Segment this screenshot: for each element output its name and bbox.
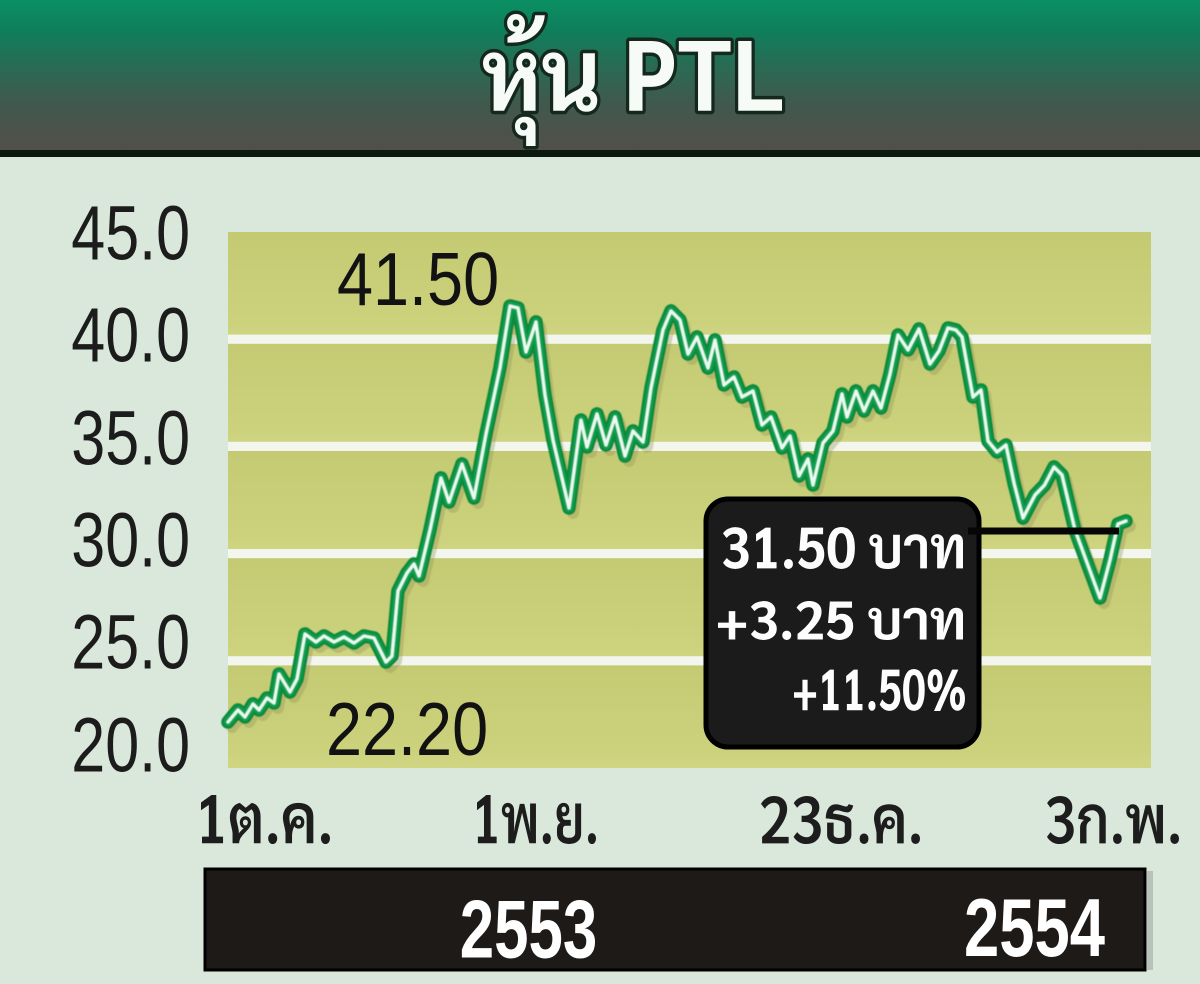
svg-text:20.0: 20.0: [71, 702, 190, 788]
svg-text:2554: 2554: [964, 881, 1105, 974]
svg-text:35.0: 35.0: [71, 395, 190, 481]
svg-text:25.0: 25.0: [71, 599, 190, 685]
svg-text:40.0: 40.0: [71, 292, 190, 378]
svg-text:22.20: 22.20: [326, 688, 488, 771]
svg-text:2553: 2553: [460, 884, 597, 976]
svg-text:45.0: 45.0: [71, 190, 190, 276]
svg-text:30.0: 30.0: [71, 497, 190, 583]
svg-text:41.50: 41.50: [337, 238, 499, 321]
